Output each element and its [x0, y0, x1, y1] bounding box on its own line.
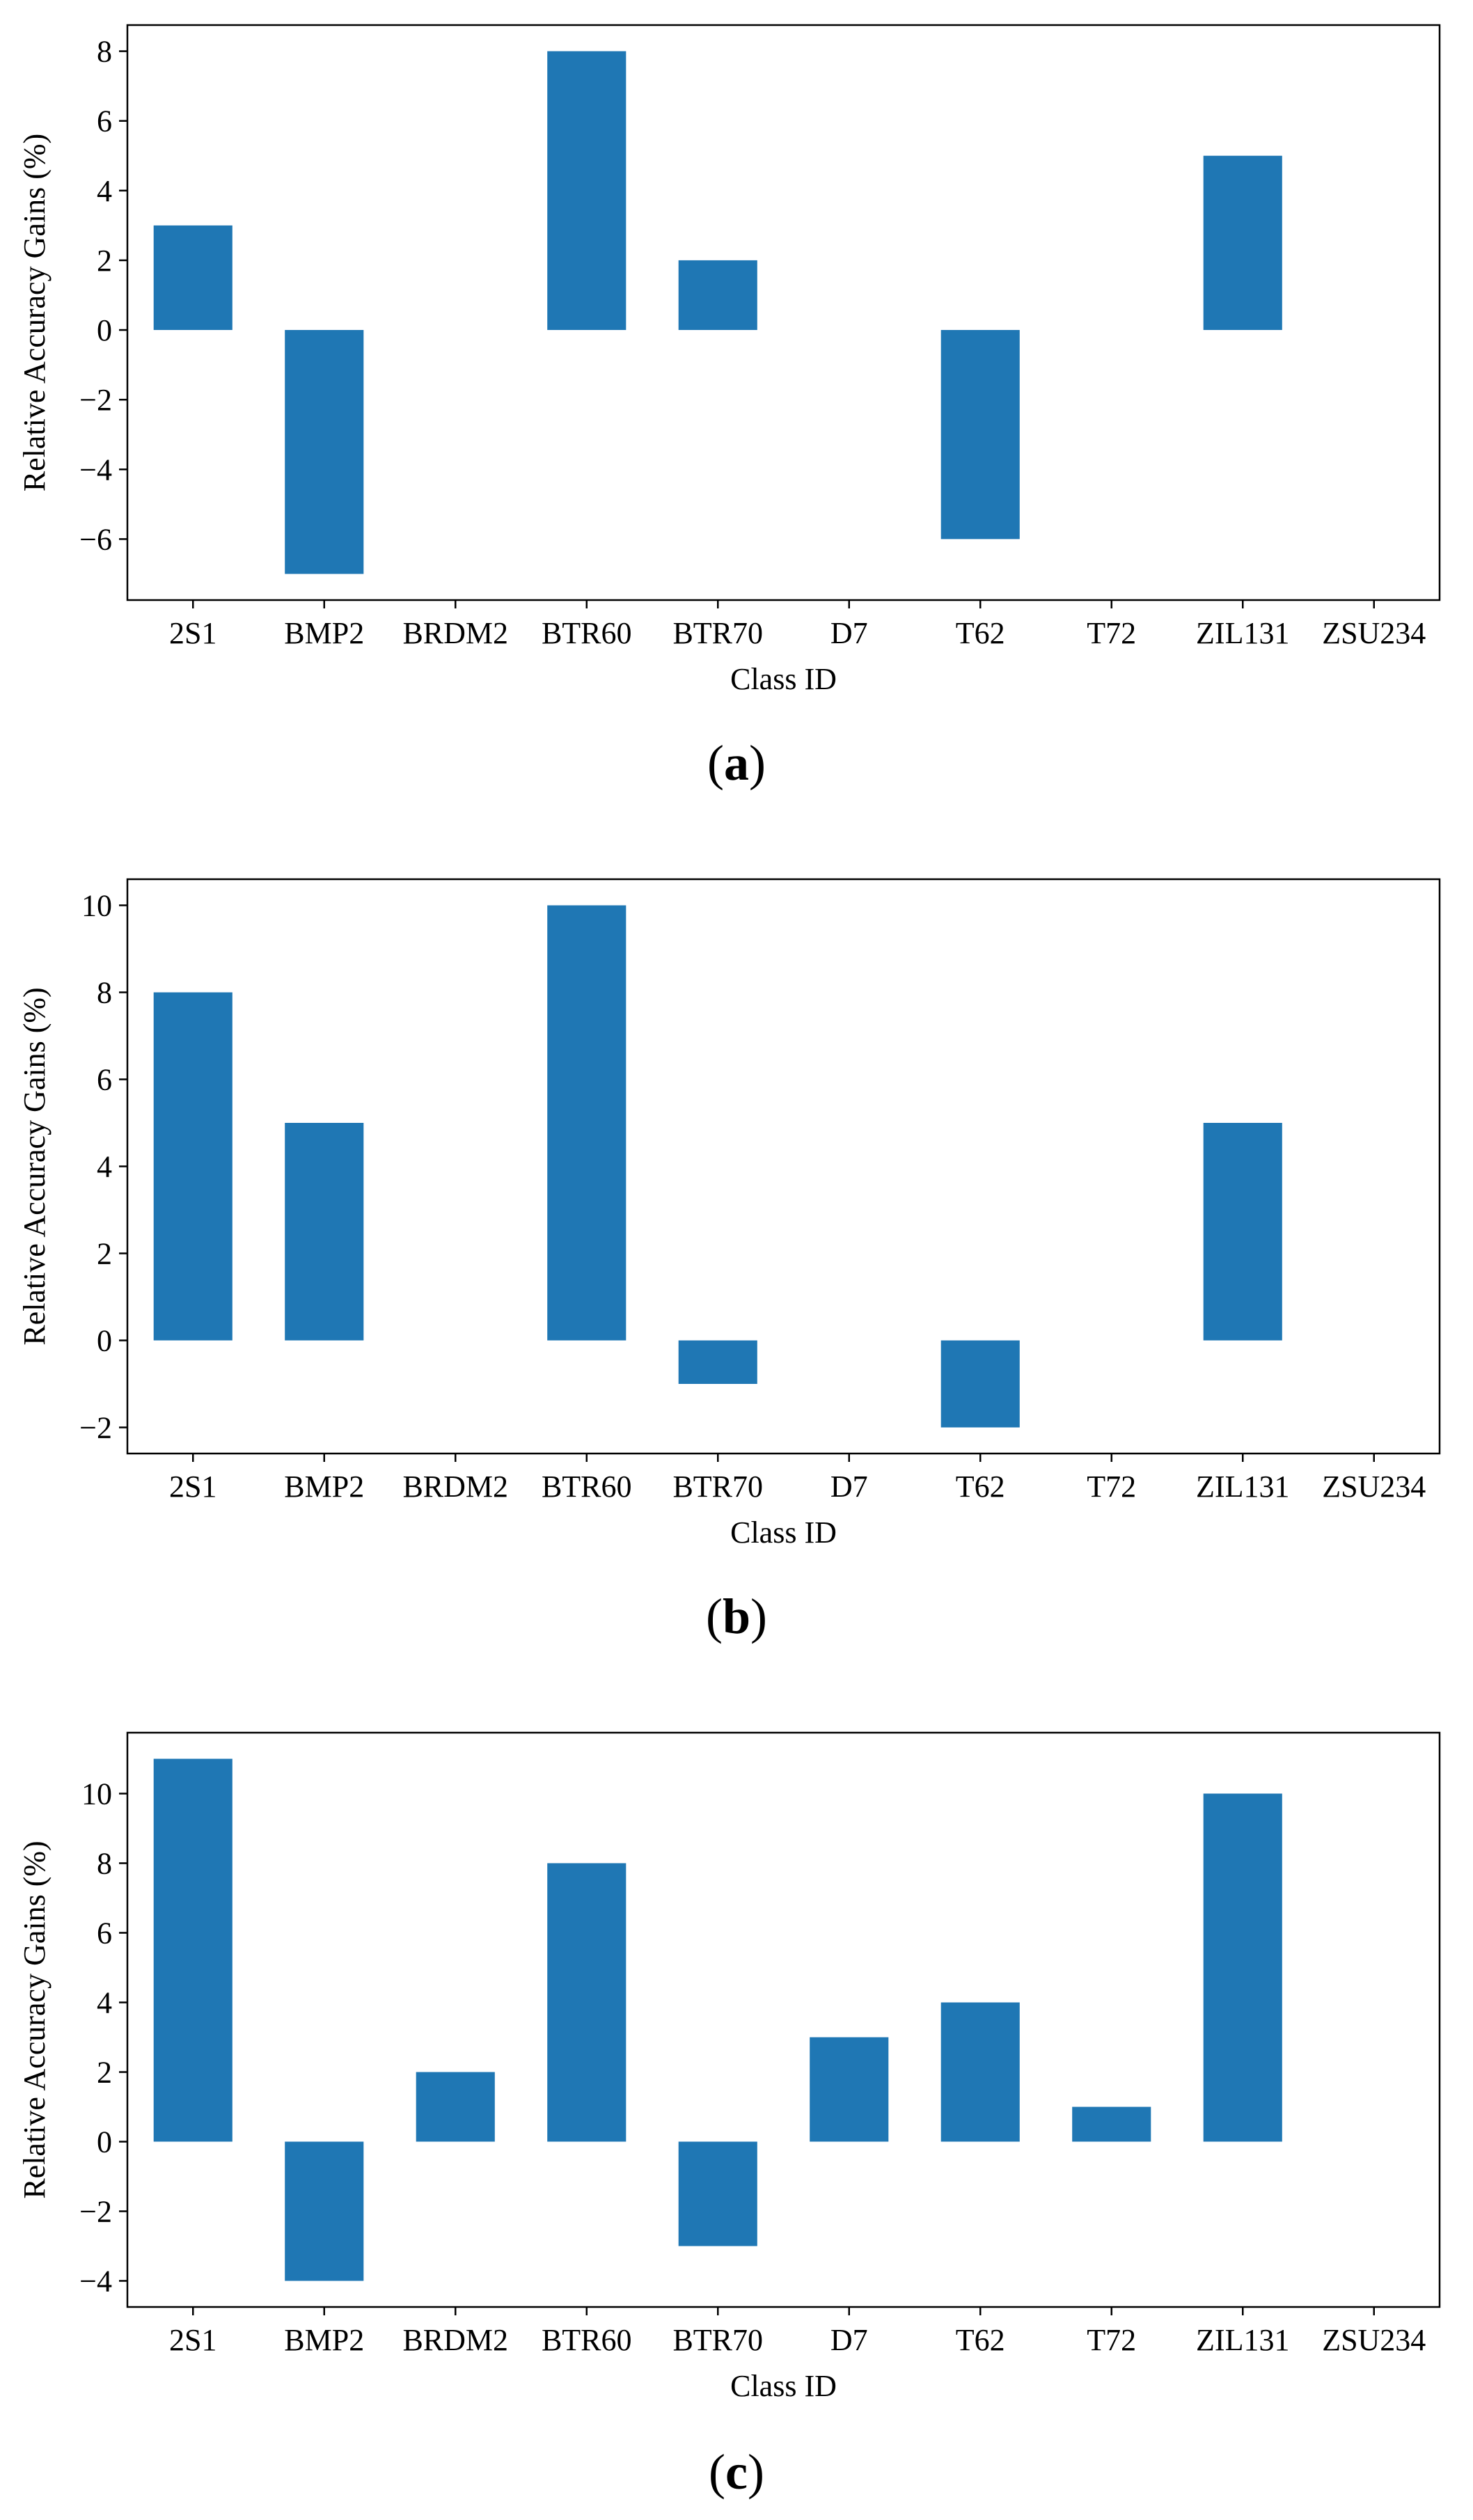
- plot-frame: [126, 24, 1441, 601]
- x-tick-label-ZIL131: ZIL131: [1196, 1470, 1289, 1504]
- chart-panel-b: −2 0 2 4 6 8 10 2S1 BMP2 BRDM2 BTR60 BTR70 D7 T62 T72 Z…: [17, 878, 1441, 1644]
- bar-BTR70: [678, 2141, 757, 2246]
- x-tick-label-T72: T72: [1087, 1470, 1136, 1504]
- x-tick-label-T62: T62: [956, 616, 1005, 650]
- x-tick-label-T62: T62: [956, 2323, 1005, 2357]
- x-tick-label-ZIL131: ZIL131: [1196, 616, 1289, 650]
- y-tick-label: −2: [79, 2195, 112, 2229]
- x-tick-label-D7: D7: [830, 616, 868, 650]
- x-tick-label-BMP2: BMP2: [284, 2323, 364, 2357]
- bar-BMP2: [285, 330, 364, 574]
- y-tick-label: 10: [81, 889, 112, 923]
- x-tick-label-BMP2: BMP2: [284, 616, 364, 650]
- bar-BTR70: [678, 260, 757, 331]
- y-tick-label: 0: [97, 313, 112, 347]
- bar-BMP2: [285, 1123, 364, 1341]
- x-tick-label-ZSU234: ZSU234: [1322, 2323, 1426, 2357]
- bar-BTR60: [547, 1863, 627, 2142]
- bar-ZIL131: [1203, 1793, 1282, 2142]
- x-tick-label-BRDM2: BRDM2: [402, 1470, 508, 1504]
- y-tick-label: −2: [79, 383, 112, 417]
- y-tick-label: 10: [81, 1777, 112, 1811]
- plot-frame: [126, 1731, 1441, 2308]
- y-tick-label: 2: [97, 1237, 112, 1271]
- y-tick-label: 4: [97, 1150, 112, 1184]
- panel-label: (a): [707, 735, 766, 791]
- panel-label: (b): [706, 1589, 767, 1644]
- x-tick-label-T62: T62: [956, 1470, 1005, 1504]
- y-axis-label: Relative Accuracy Gains (%): [17, 134, 52, 491]
- x-tick-label-BRDM2: BRDM2: [402, 616, 508, 650]
- y-tick-label: 6: [97, 1063, 112, 1097]
- x-tick-label-BMP2: BMP2: [284, 1470, 364, 1504]
- bar-BMP2: [285, 2141, 364, 2281]
- y-tick-label: 0: [97, 1324, 112, 1358]
- bar-BTR70: [678, 1340, 757, 1384]
- panel-label: (c): [709, 2444, 764, 2500]
- y-tick-label: 2: [97, 244, 112, 278]
- y-tick-label: −4: [79, 2265, 112, 2299]
- bar-T62: [940, 1340, 1020, 1428]
- bar-ZIL131: [1203, 155, 1282, 331]
- bar-2S1: [153, 992, 233, 1341]
- y-tick-label: −2: [79, 1411, 112, 1445]
- bar-BTR60: [547, 51, 627, 331]
- x-axis-label: Class ID: [730, 2369, 837, 2403]
- x-tick-label-2S1: 2S1: [169, 1470, 216, 1504]
- bar-2S1: [153, 225, 233, 331]
- bar-T62: [940, 2002, 1020, 2142]
- y-axis-label: Relative Accuracy Gains (%): [17, 987, 52, 1345]
- bar-2S1: [153, 1758, 233, 2142]
- x-tick-label-2S1: 2S1: [169, 2323, 216, 2357]
- y-tick-label: 6: [97, 104, 112, 139]
- x-tick-label-BTR60: BTR60: [542, 616, 632, 650]
- bar-D7: [810, 2037, 889, 2142]
- bar-T72: [1072, 2106, 1151, 2142]
- bar-T62: [940, 330, 1020, 540]
- y-tick-label: 8: [97, 35, 112, 69]
- y-tick-label: 2: [97, 2056, 112, 2090]
- y-tick-label: 8: [97, 976, 112, 1010]
- x-tick-label-T72: T72: [1087, 616, 1136, 650]
- x-tick-label-D7: D7: [830, 2323, 868, 2357]
- y-tick-label: −6: [79, 522, 112, 556]
- chart-panel-c: −4 −2 0 2 4 6 8 10 2S1 BMP2 BRDM2 BTR60 BTR70 D7 T62 T7…: [17, 1731, 1441, 2500]
- y-tick-label: 0: [97, 2125, 112, 2159]
- bar-BTR60: [547, 905, 627, 1341]
- x-tick-label-BTR70: BTR70: [672, 2323, 763, 2357]
- y-axis-label: Relative Accuracy Gains (%): [17, 1841, 52, 2198]
- x-tick-label-ZIL131: ZIL131: [1196, 2323, 1289, 2357]
- x-tick-label-2S1: 2S1: [169, 616, 216, 650]
- y-tick-label: 8: [97, 1847, 112, 1881]
- x-axis-label: Class ID: [730, 1515, 837, 1550]
- x-tick-label-BTR70: BTR70: [672, 616, 763, 650]
- x-tick-label-BTR60: BTR60: [542, 2323, 632, 2357]
- x-axis-label: Class ID: [730, 662, 837, 696]
- chart-panel-a: −6 −4 −2 0 2 4 6 8 2S1 BMP2 BRDM2 BTR60 BTR70 D7 T62 T7…: [17, 24, 1441, 791]
- x-tick-label-ZSU234: ZSU234: [1322, 1470, 1426, 1504]
- x-tick-label-BTR70: BTR70: [672, 1470, 763, 1504]
- y-tick-label: 4: [97, 174, 112, 208]
- x-tick-label-BRDM2: BRDM2: [402, 2323, 508, 2357]
- x-tick-label-D7: D7: [830, 1470, 868, 1504]
- x-tick-label-BTR60: BTR60: [542, 1470, 632, 1504]
- y-tick-label: 4: [97, 1986, 112, 2020]
- bar-BRDM2: [416, 2072, 495, 2142]
- x-tick-label-T72: T72: [1087, 2323, 1136, 2357]
- y-tick-label: 6: [97, 1916, 112, 1951]
- x-tick-label-ZSU234: ZSU234: [1322, 616, 1426, 650]
- bar-ZIL131: [1203, 1123, 1282, 1341]
- y-tick-label: −4: [79, 452, 112, 487]
